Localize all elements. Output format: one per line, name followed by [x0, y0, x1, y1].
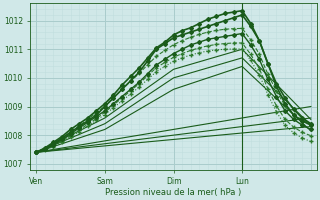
X-axis label: Pression niveau de la mer( hPa ): Pression niveau de la mer( hPa ) [105, 188, 242, 197]
